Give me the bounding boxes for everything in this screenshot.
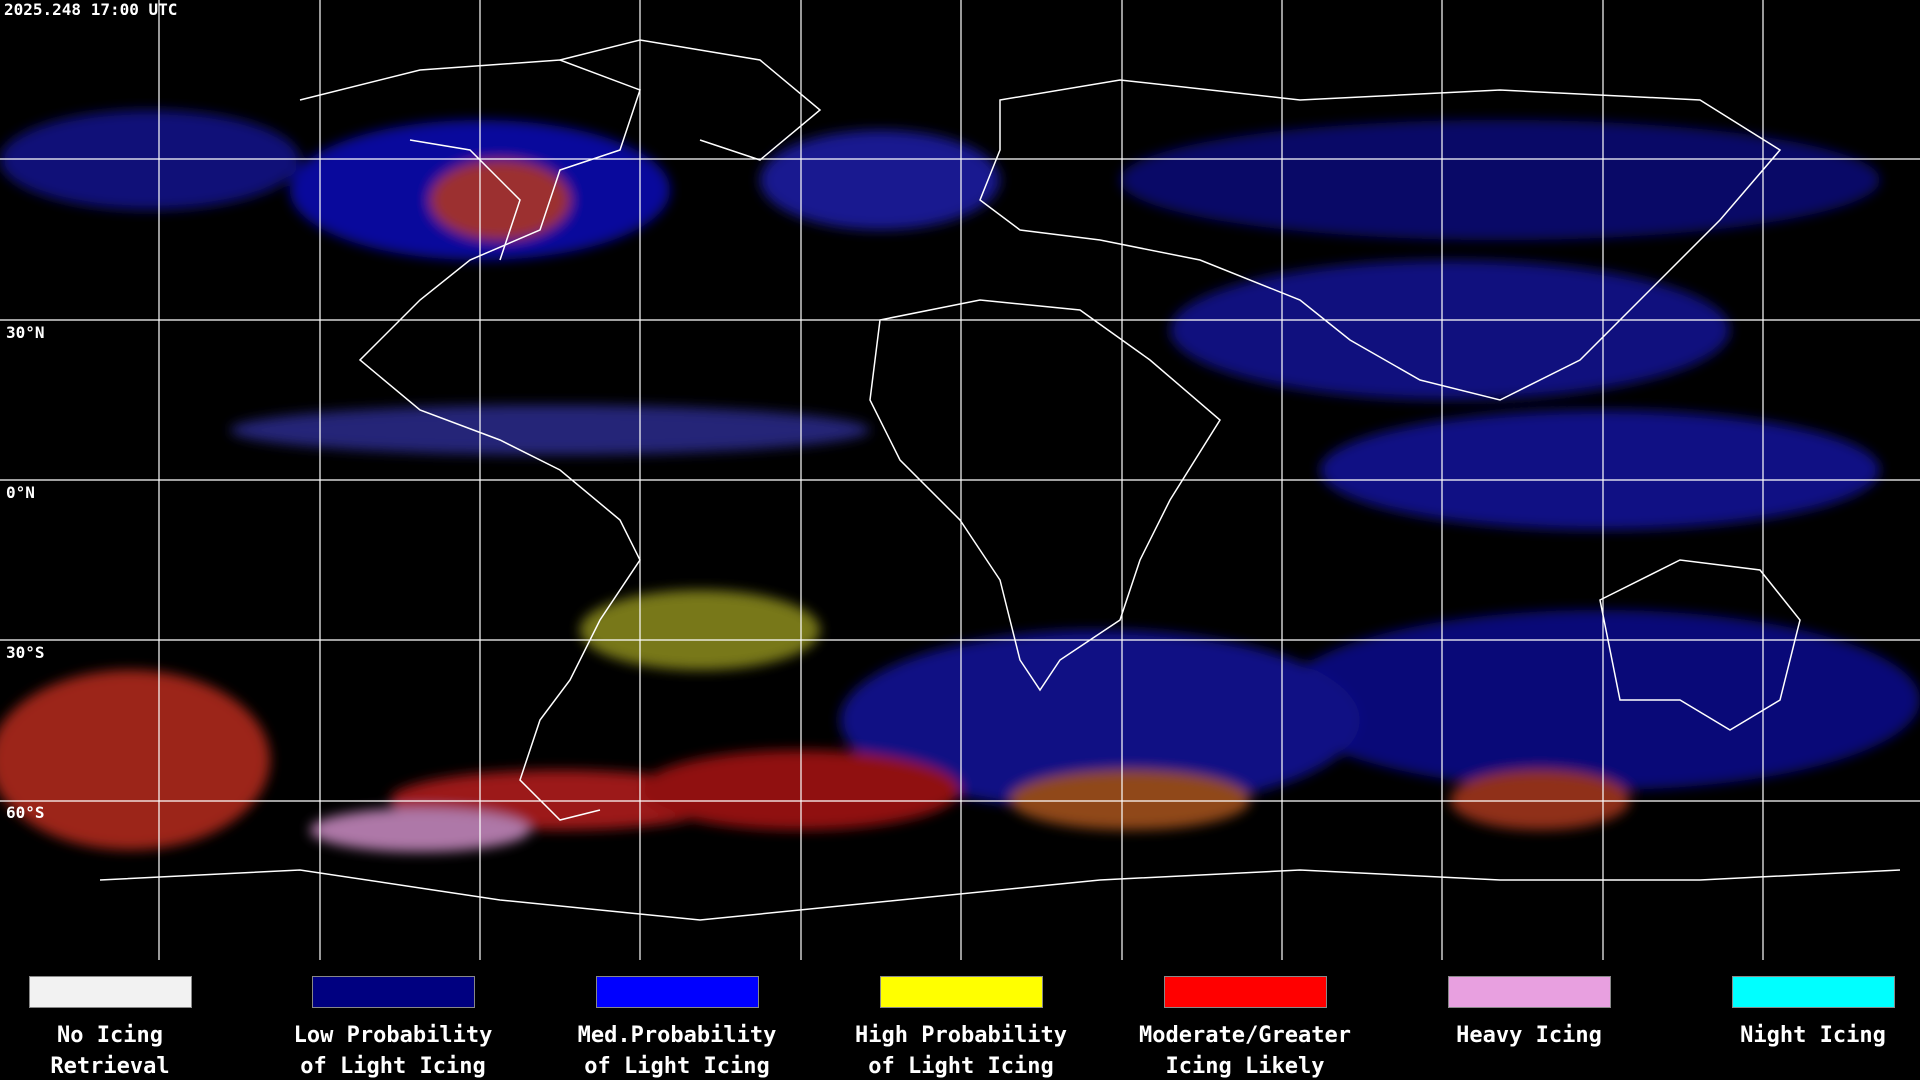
legend-label: Med.Probability of Light Icing — [535, 1020, 819, 1080]
legend-label-line: Low Probability — [293, 1023, 493, 1048]
latitude-label: 60°S — [6, 803, 45, 822]
legend-label-line: Heavy Icing — [1456, 1023, 1602, 1048]
coastlines — [99, 39, 1901, 921]
legend-label-line: Retrieval — [50, 1054, 170, 1079]
legend-label: High Probability of Light Icing — [819, 1020, 1103, 1080]
legend-item: Heavy Icing — [1387, 976, 1671, 1051]
legend-label-line: Night Icing — [1740, 1023, 1886, 1048]
map — [0, 0, 1920, 960]
legend-item: High Probability of Light Icing — [819, 976, 1103, 1080]
graticule — [0, 0, 1920, 960]
legend-swatch — [879, 976, 1043, 1008]
legend-label: Heavy Icing — [1387, 1020, 1671, 1051]
legend-swatch — [1163, 976, 1327, 1008]
latitude-label: 30°S — [6, 643, 45, 662]
timestamp: 2025.248 17:00 UTC — [4, 0, 178, 19]
legend-item: No Icing Retrieval — [0, 976, 252, 1080]
latitude-label: 30°N — [6, 323, 45, 342]
legend-label: No Icing Retrieval — [0, 1020, 252, 1080]
legend-swatch — [311, 976, 475, 1008]
legend-item: Night Icing — [1671, 976, 1920, 1051]
legend-label-line: of Light Icing — [584, 1054, 770, 1079]
legend-label: Night Icing — [1671, 1020, 1920, 1051]
legend-label-line: of Light Icing — [300, 1054, 486, 1079]
legend-swatch — [595, 976, 759, 1008]
legend-label-line: Moderate/Greater — [1139, 1023, 1351, 1048]
latitude-label: 0°N — [6, 483, 35, 502]
legend-swatch — [1447, 976, 1611, 1008]
legend-label-line: of Light Icing — [868, 1054, 1054, 1079]
legend-item: Med.Probability of Light Icing — [535, 976, 819, 1080]
legend-swatch — [1731, 976, 1895, 1008]
legend-swatch — [28, 976, 192, 1008]
legend-label-line: Icing Likely — [1165, 1054, 1325, 1079]
legend-label-line: Med.Probability — [577, 1023, 777, 1048]
legend-item: Low Probability of Light Icing — [251, 976, 535, 1080]
legend-item: Moderate/Greater Icing Likely — [1103, 976, 1387, 1080]
icing-field — [0, 110, 1920, 852]
legend-label: Low Probability of Light Icing — [251, 1020, 535, 1080]
legend-label-line: High Probability — [855, 1023, 1067, 1048]
legend-label-line: No Icing — [57, 1023, 163, 1048]
legend-label: Moderate/Greater Icing Likely — [1103, 1020, 1387, 1080]
